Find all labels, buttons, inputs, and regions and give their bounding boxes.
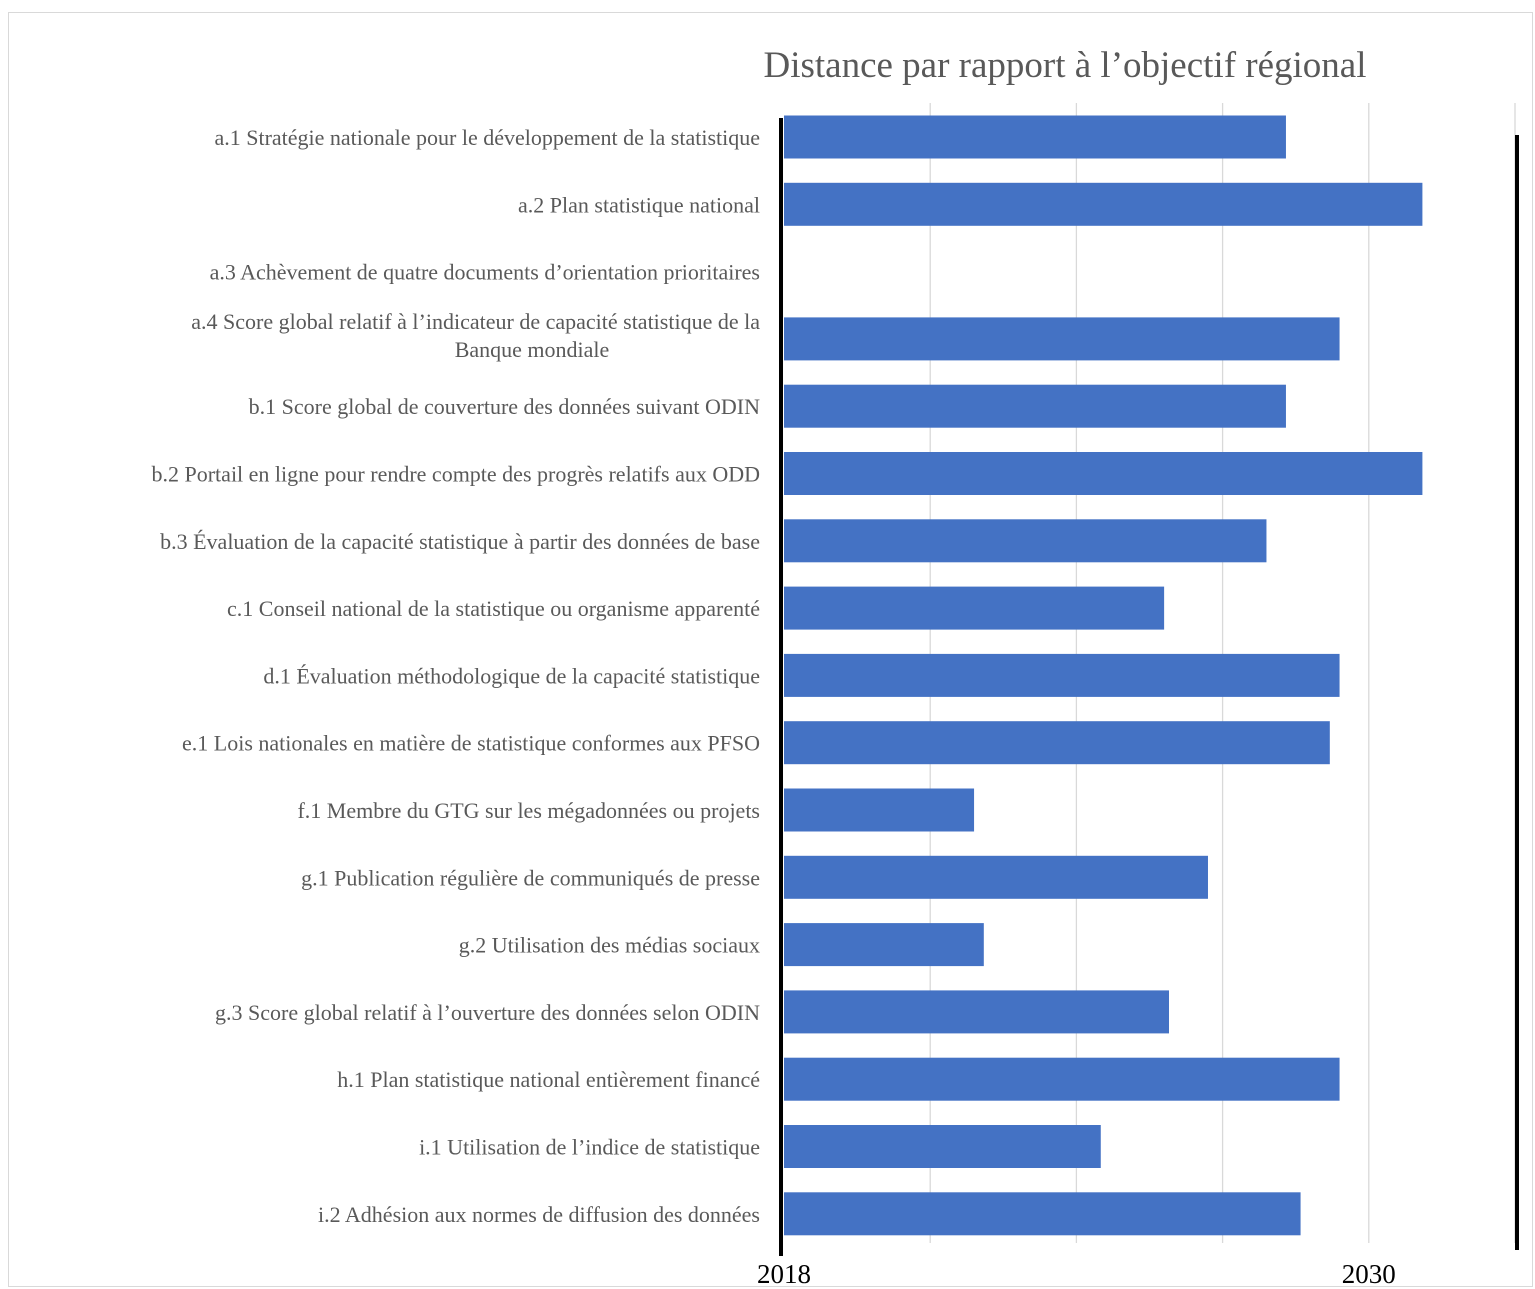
category-label: g.1 Publication régulière de communiqués… xyxy=(301,865,760,890)
x-tick-labels: 2018 2030 xyxy=(757,1259,1396,1289)
category-label: b.1 Score global de couverture des donné… xyxy=(249,394,760,419)
bar xyxy=(784,1192,1301,1236)
bar xyxy=(784,788,975,832)
category-label: a.1 Stratégie nationale pour le développ… xyxy=(214,125,760,150)
bar xyxy=(784,519,1267,563)
category-label: b.2 Portail en ligne pour rendre compte … xyxy=(152,462,761,487)
bar xyxy=(784,1057,1340,1101)
x-tick-label: 2030 xyxy=(1342,1259,1396,1289)
bar xyxy=(784,923,984,967)
category-label: h.1 Plan statistique national entièremen… xyxy=(337,1067,760,1092)
category-label: g.3 Score global relatif à l’ouverture d… xyxy=(215,1000,760,1025)
category-label: f.1 Membre du GTG sur les mégadonnées ou… xyxy=(297,798,760,823)
category-label: e.1 Lois nationales en matière de statis… xyxy=(182,731,760,756)
category-label: d.1 Évaluation méthodologique de la capa… xyxy=(263,663,760,688)
bar xyxy=(784,855,1208,899)
bar xyxy=(784,317,1340,361)
category-labels: a.1 Stratégie nationale pour le développ… xyxy=(152,125,761,1227)
bars xyxy=(784,115,1423,1236)
x-tick-label: 2018 xyxy=(757,1259,811,1289)
category-label: c.1 Conseil national de la statistique o… xyxy=(227,596,760,621)
bar xyxy=(784,586,1165,630)
category-label: Banque mondiale xyxy=(455,337,610,362)
bar xyxy=(784,384,1286,428)
axes xyxy=(779,118,1519,1256)
category-label: b.3 Évaluation de la capacité statistiqu… xyxy=(160,529,760,554)
chart-frame xyxy=(8,12,1533,1287)
category-label: g.2 Utilisation des médias sociaux xyxy=(459,933,760,958)
category-label: i.1 Utilisation de l’indice de statistiq… xyxy=(419,1135,760,1160)
category-label: a.2 Plan statistique national xyxy=(518,192,760,217)
category-label: a.3 Achèvement de quatre documents d’ori… xyxy=(210,260,760,285)
category-label: a.4 Score global relatif à l’indicateur … xyxy=(191,309,760,334)
bar xyxy=(784,452,1423,495)
bar xyxy=(784,653,1340,697)
chart-title: Distance par rapport à l’objectif région… xyxy=(763,45,1366,86)
bar xyxy=(784,1125,1101,1168)
bar xyxy=(784,990,1169,1034)
category-label: i.2 Adhésion aux normes de diffusion des… xyxy=(318,1202,760,1227)
bar xyxy=(784,115,1286,159)
bar xyxy=(784,721,1330,765)
bar xyxy=(784,182,1423,226)
